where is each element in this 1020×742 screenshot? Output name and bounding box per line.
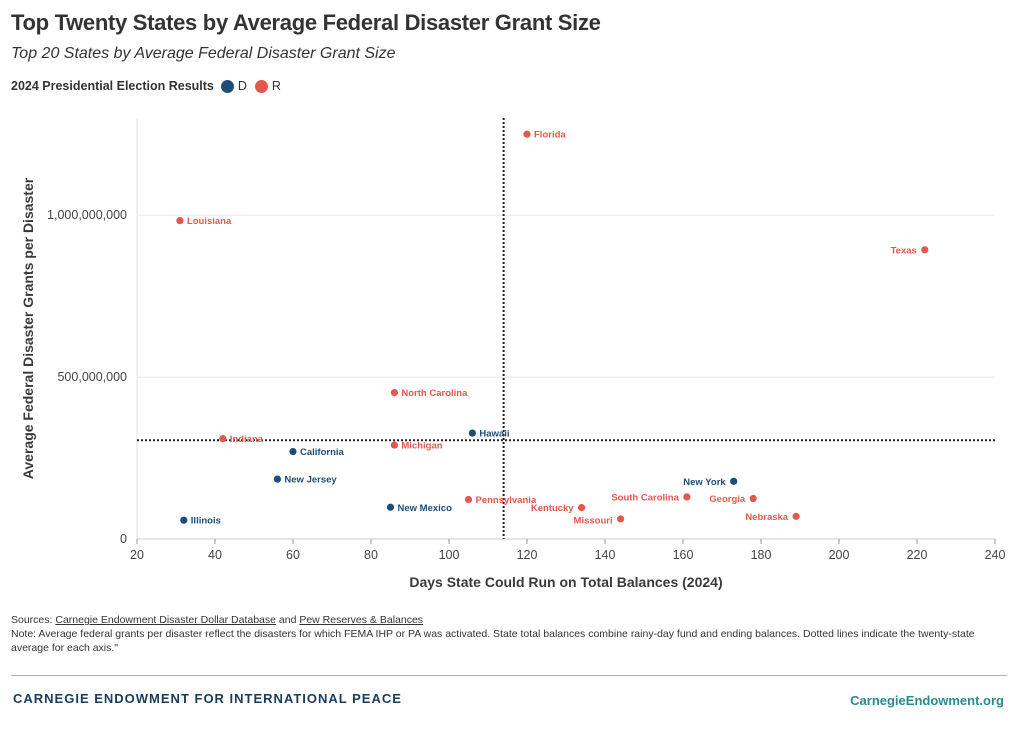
point-label-michigan: Michigan — [401, 441, 442, 452]
point-label-pennsylvania: Pennsylvania — [476, 495, 537, 506]
x-tick-label: 160 — [673, 548, 694, 562]
point-florida — [523, 130, 531, 138]
x-tick-label: 40 — [208, 548, 222, 562]
y-tick-label: 500,000,000 — [57, 370, 127, 384]
point-label-nebraska: Nebraska — [745, 512, 788, 523]
legend-title: 2024 Presidential Election Results — [11, 79, 214, 93]
legend-label-d: D — [237, 79, 247, 93]
point-label-indiana: Indiana — [230, 434, 264, 445]
point-label-illinois: Illinois — [191, 516, 221, 527]
point-label-georgia: Georgia — [709, 494, 746, 505]
point-louisiana — [176, 217, 184, 225]
x-tick-label: 240 — [985, 548, 1006, 562]
point-label-florida: Florida — [534, 130, 566, 141]
legend: 2024 Presidential Election Results D R — [11, 79, 289, 93]
point-nebraska — [792, 512, 800, 520]
chart-title: Top Twenty States by Average Federal Dis… — [11, 10, 601, 35]
brand-url[interactable]: CarnegieEndowment.org — [850, 693, 1004, 708]
point-label-hawaii: Hawaii — [479, 429, 509, 440]
point-kentucky — [578, 503, 586, 512]
note-text: Note: Average federal grants per disaste… — [11, 628, 975, 654]
source-link-pew[interactable]: Pew Reserves & Balances — [299, 614, 424, 626]
point-label-north-carolina: North Carolina — [401, 388, 468, 399]
x-tick-label: 180 — [751, 548, 772, 562]
source-link-disaster-database[interactable]: Carnegie Endowment Disaster Dollar Datab… — [55, 614, 276, 626]
x-tick-label: 60 — [286, 548, 300, 562]
scatter-chart: 0 500,000,000 1,000,000,000 20 40 60 80 100 120 1… — [20, 118, 1006, 590]
point-missouri — [617, 515, 625, 523]
y-tick-label: 1,000,000,000 — [47, 208, 127, 222]
point-label-california: California — [300, 447, 345, 458]
point-label-south-carolina: South Carolina — [611, 492, 679, 503]
point-indiana — [219, 435, 227, 443]
point-new-york — [730, 477, 738, 485]
legend-swatch-r — [254, 79, 268, 93]
legend-label-r: R — [271, 79, 281, 93]
y-tick-label: 0 — [120, 532, 127, 546]
brand-name: CARNEGIE ENDOWMENT FOR INTERNATIONAL PEA… — [13, 691, 402, 706]
point-label-kentucky: Kentucky — [531, 503, 574, 514]
legend-item-r: R — [254, 79, 281, 93]
point-label-missouri: Missouri — [574, 515, 613, 526]
legend-item-d: D — [220, 79, 247, 93]
point-illinois — [180, 516, 188, 524]
point-new-mexico — [386, 503, 395, 511]
point-label-texas: Texas — [891, 245, 917, 256]
point-georgia — [749, 494, 757, 503]
sources-and: and — [275, 614, 300, 626]
sources-line: Sources: Carnegie Endowment Disaster Dol… — [11, 613, 423, 627]
point-new-jersey — [273, 475, 281, 483]
point-texas — [921, 246, 929, 254]
point-label-new-jersey: New Jersey — [284, 475, 337, 486]
point-north-carolina — [390, 389, 398, 397]
x-tick-label: 80 — [364, 548, 378, 562]
point-south-carolina — [683, 493, 691, 501]
legend-swatch-d — [220, 79, 234, 93]
point-label-new-mexico: New Mexico — [398, 503, 453, 514]
point-label-new-york: New York — [683, 477, 726, 488]
x-tick-label: 20 — [130, 548, 144, 562]
x-axis-title: Days State Could Run on Total Balances (… — [409, 574, 722, 590]
chart-subtitle: Top 20 States by Average Federal Disaste… — [11, 45, 396, 62]
x-tick-label: 200 — [829, 548, 850, 562]
x-tick-label: 100 — [439, 548, 460, 562]
x-tick-label: 120 — [517, 548, 538, 562]
point-label-louisiana: Louisiana — [187, 216, 232, 227]
x-tick-label: 140 — [595, 548, 616, 562]
x-tick-label: 220 — [907, 548, 928, 562]
point-michigan — [390, 441, 398, 449]
y-axis-title: Average Federal Disaster Grants per Disa… — [20, 177, 36, 479]
point-pennsylvania — [464, 495, 473, 504]
point-hawaii — [468, 429, 476, 437]
point-california — [289, 447, 297, 456]
footer-divider — [11, 675, 1007, 676]
sources-prefix: Sources: — [11, 614, 56, 626]
